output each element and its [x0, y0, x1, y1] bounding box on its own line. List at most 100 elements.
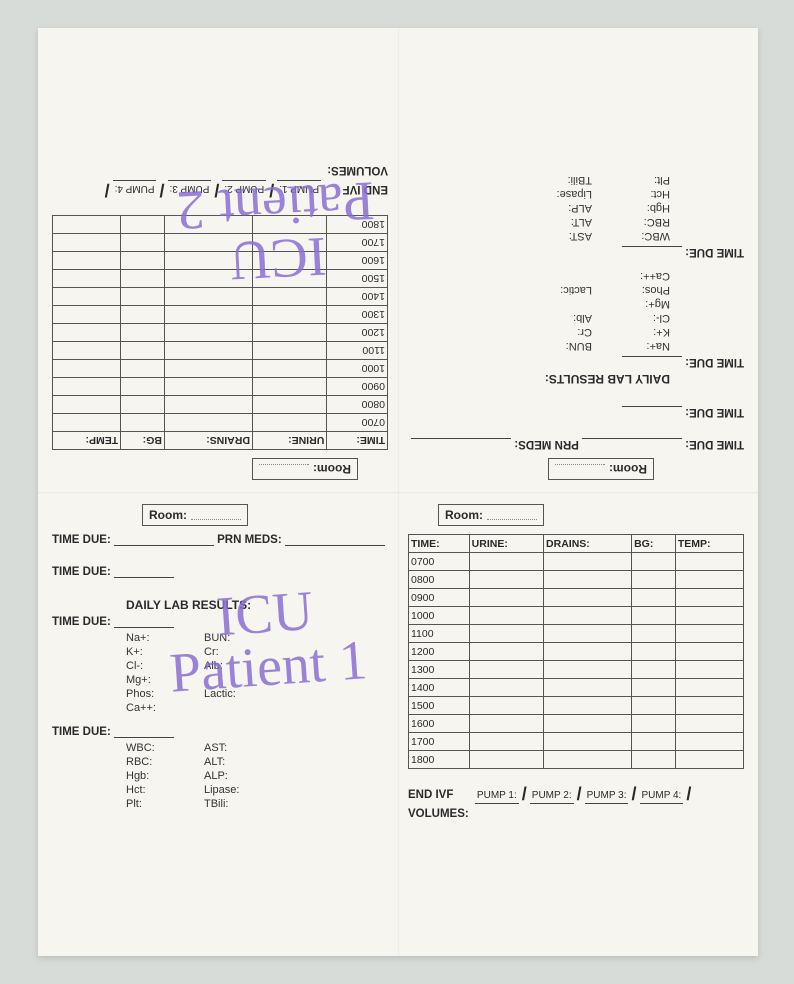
timedue-row-3: TIME DUE:	[52, 616, 388, 628]
time-cell: 0700	[409, 553, 470, 571]
empty-cell	[544, 625, 632, 643]
empty-cell	[675, 715, 743, 733]
empty-cell	[544, 679, 632, 697]
empty-cell	[252, 360, 326, 378]
time-cell: 1400	[327, 288, 388, 306]
empty-cell	[164, 288, 252, 306]
time-cell: 1100	[327, 342, 388, 360]
slash-icon: /	[522, 781, 527, 808]
volumes-label: VOLUMES:	[324, 161, 388, 178]
empty-cell	[469, 697, 543, 715]
lab-item: Hgb:	[126, 770, 186, 782]
empty-cell	[121, 288, 165, 306]
lab-item: Plt:	[126, 798, 186, 810]
empty-cell	[164, 306, 252, 324]
lab-item: Lipase:	[204, 784, 264, 796]
vitals-table: TIME:URINE:DRAINS:BG:TEMP:07000800090010…	[408, 534, 744, 769]
timedue-label: TIME DUE:	[685, 356, 744, 368]
pump-row: PUMP 1:/PUMP 2:/PUMP 3:/PUMP 4:/	[104, 178, 321, 205]
room-blank	[191, 510, 241, 520]
time-cell: 1300	[327, 306, 388, 324]
empty-cell	[632, 679, 676, 697]
lab-item: Lipase:	[532, 188, 592, 200]
lab-item: Lactic:	[204, 688, 264, 700]
table-row: 1300	[409, 661, 744, 679]
empty-cell	[252, 396, 326, 414]
time-cell: 1700	[327, 234, 388, 252]
time-cell: 0900	[327, 378, 388, 396]
table-row: 1100	[53, 342, 388, 360]
empty-cell	[469, 607, 543, 625]
lab-item: TBili:	[532, 174, 592, 186]
volumes-label: VOLUMES:	[408, 806, 472, 823]
slash-icon: /	[214, 176, 219, 203]
slash-icon: /	[105, 176, 110, 203]
empty-cell	[252, 306, 326, 324]
lab-item: ALP:	[204, 770, 264, 782]
empty-cell	[164, 414, 252, 432]
lab-item: Cr:	[532, 326, 592, 338]
empty-cell	[164, 360, 252, 378]
prnmeds-label: PRN MEDS:	[217, 534, 282, 546]
empty-cell	[53, 306, 121, 324]
slash-icon: /	[269, 176, 274, 203]
room-box: Room:	[142, 504, 248, 526]
empty-cell	[252, 270, 326, 288]
room-box: Room:	[548, 458, 654, 480]
time-cell: 1500	[327, 270, 388, 288]
empty-cell	[675, 751, 743, 769]
pump-label: PUMP 2:	[222, 180, 266, 196]
lab-title: DAILY LAB RESULTS:	[408, 372, 670, 386]
table-row: 1500	[409, 697, 744, 715]
end-ivf-label: END IVF	[324, 180, 388, 197]
empty-cell	[544, 607, 632, 625]
vitals-header: URINE:	[252, 432, 326, 450]
empty-cell	[121, 270, 165, 288]
underline	[114, 727, 174, 738]
table-row: 1200	[409, 643, 744, 661]
underline	[622, 356, 682, 367]
slash-icon: /	[160, 176, 165, 203]
table-row: 0800	[53, 396, 388, 414]
table-row: 1000	[53, 360, 388, 378]
table-row: 0700	[53, 414, 388, 432]
timedue-row-4: TIME DUE:	[52, 726, 388, 738]
table-row: 1200	[53, 324, 388, 342]
lab-item: Cl-:	[126, 660, 186, 672]
time-cell: 1200	[327, 324, 388, 342]
lab-item: Hct:	[610, 188, 670, 200]
timedue-label: TIME DUE:	[685, 406, 744, 418]
empty-cell	[632, 589, 676, 607]
lab-item: Hgb:	[610, 202, 670, 214]
lab-item: Mg+:	[126, 674, 186, 686]
empty-cell	[53, 396, 121, 414]
underline	[622, 246, 682, 257]
underline	[622, 406, 682, 417]
underline	[114, 567, 174, 578]
table-row: 0700	[409, 553, 744, 571]
underline	[114, 617, 174, 628]
empty-cell	[675, 661, 743, 679]
lab-item: RBC:	[610, 216, 670, 228]
empty-cell	[53, 234, 121, 252]
lab-item	[204, 674, 264, 686]
empty-cell	[164, 342, 252, 360]
lab-item: Mg+:	[610, 298, 670, 310]
vitals-header: DRAINS:	[544, 535, 632, 553]
lab-item: K+:	[610, 326, 670, 338]
bottom-left-quad: Room: TIME DUE: PRN MEDS: TIME DUE: DAIL…	[38, 492, 398, 956]
top-right-quad: Room: TIME:URINE:DRAINS:BG:TEMP:07000800…	[38, 28, 398, 492]
empty-cell	[544, 715, 632, 733]
empty-cell	[53, 288, 121, 306]
underline	[114, 535, 214, 546]
empty-cell	[469, 751, 543, 769]
lab-item: Phos:	[610, 284, 670, 296]
empty-cell	[544, 589, 632, 607]
table-row: 0800	[409, 571, 744, 589]
time-cell: 0900	[409, 589, 470, 607]
vitals-header: BG:	[632, 535, 676, 553]
time-cell: 1400	[409, 679, 470, 697]
empty-cell	[675, 643, 743, 661]
empty-cell	[252, 288, 326, 306]
slash-icon: /	[686, 781, 691, 808]
